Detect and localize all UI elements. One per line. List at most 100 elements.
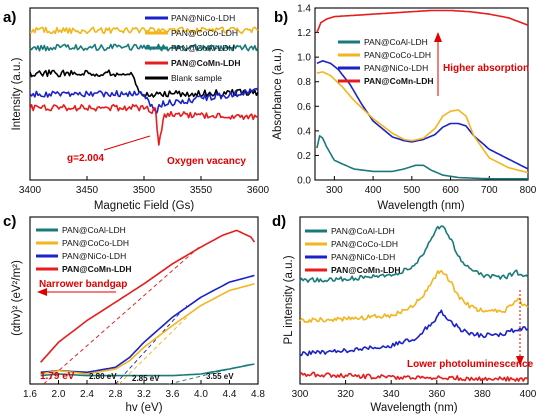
panel-c-xtick-label-8: 4.8 (251, 389, 265, 400)
legend-c-comn: PAN@CoMn-LDH (62, 264, 132, 274)
panel-d-series-nico-line (299, 309, 529, 357)
lower-pl-arrowhead (516, 356, 524, 366)
panel-a-xtick-label-0: 3400 (19, 185, 42, 196)
legend-c-coal: PAN@CoAl-LDH (62, 225, 126, 235)
panel-d-xtick-label-4: 380 (474, 389, 491, 400)
panel-b-xtick-label-5: 800 (520, 185, 537, 196)
panel-d-ylabel: PL intensity (a.u.) (283, 255, 295, 344)
panel-d-xtick-label-0: 300 (292, 389, 309, 400)
panel-c-series-comn-line (40, 229, 256, 363)
panel-d-series-group (299, 225, 529, 382)
panel-b-ytick-label-4: 0.8 (297, 77, 311, 88)
panel-c-tangent-1 (115, 305, 188, 385)
panel-d-xtick-label-5: 400 (520, 389, 537, 400)
panel-c-ylabel: (αhv)² (eV²/m²) (11, 260, 23, 336)
panel-b-xtick-label-3: 600 (442, 185, 459, 196)
panel-d-label: d) (272, 213, 286, 230)
panel-c-label: c) (3, 213, 16, 230)
panel-a-xtick-label-2: 3500 (133, 185, 156, 196)
panel-a-series-comn-line (29, 103, 259, 146)
legend-b-coco: PAN@CoCo-LDH (364, 50, 431, 60)
panel-b-ytick-label-2: 0.4 (297, 126, 311, 137)
panel-b-xlabel: Wavelength (nm) (377, 200, 464, 212)
panel-a-xtick-label-4: 3600 (247, 185, 270, 196)
legend-a-comn: PAN@CoMn-LDH (171, 58, 241, 68)
legend-a-coal: PAN@CoAl-LDH (171, 43, 235, 53)
legend-c-coco: PAN@CoCo-LDH (62, 238, 129, 248)
panel-b-xtick-label-2: 500 (403, 185, 420, 196)
panel-a-legend: PAN@NiCo-LDH PAN@CoCo-LDH PAN@CoAl-LDH P… (145, 13, 241, 83)
panel-b-label: b) (274, 9, 288, 26)
bandgap-coal-label: 3.55 eV (206, 372, 234, 381)
narrower-bandgap-annotation: Narrower bandgap (39, 279, 127, 290)
panel-d: d) 300 320 340 360 380 400 Wavelength (nm) PL… (272, 213, 537, 414)
panel-d-frame (299, 216, 529, 385)
panel-a-xtick-label-3: 3550 (190, 185, 213, 196)
panel-d-series-coco-line (299, 269, 529, 324)
panel-c-xtick-label-5: 3.6 (166, 389, 180, 400)
legend-a-nico: PAN@NiCo-LDH (171, 13, 235, 23)
panel-a: a) 3400 3450 3500 3550 3600 Magnetic Field (… (3, 7, 270, 212)
panel-b-series-comn-line (316, 9, 529, 33)
legend-d-coal: PAN@CoAl-LDH (331, 226, 395, 236)
panel-a-series-nico-line (29, 87, 259, 114)
legend-d-comn: PAN@CoMn-LDH (331, 265, 401, 275)
legend-a-coco: PAN@CoCo-LDH (171, 28, 238, 38)
panel-d-series-coal-line (299, 225, 529, 283)
panel-b-xtick-label-1: 400 (365, 185, 382, 196)
panel-b-series-coco-line (316, 71, 529, 174)
panel-b-series-group (316, 9, 529, 180)
g-factor-arrow (103, 135, 151, 151)
panel-a-series-group (29, 26, 259, 146)
higher-absorption-arrowhead (434, 32, 442, 42)
panel-c-series-coco-line (40, 283, 255, 375)
panel-b-ytick-label-3: 0.6 (297, 102, 311, 113)
panel-c-xtick-label-7: 4.4 (223, 389, 237, 400)
higher-absorption-annotation: Higher absorption (443, 63, 529, 74)
panel-c-tangent-2 (118, 316, 188, 385)
panel-a-series-coco-line (29, 26, 259, 35)
panel-c-xtick-label-0: 1.6 (23, 389, 37, 400)
panel-d-xtick-label-1: 320 (337, 389, 354, 400)
panel-a-label: a) (3, 9, 16, 26)
panel-c-xtick-label-2: 2.4 (80, 389, 94, 400)
panel-b-xtick-label-4: 700 (481, 185, 498, 196)
panel-c-xtick-label-3: 2.8 (109, 389, 123, 400)
panel-b-ytick-label-7: 1.4 (297, 4, 311, 15)
panel-b-frame (314, 7, 529, 181)
panel-c-xtick-label-4: 3.2 (137, 389, 151, 400)
panel-b-ytick-label-6: 1.2 (297, 28, 311, 39)
legend-a-blank: Blank sample (171, 73, 222, 83)
panel-d-series-comn-line (299, 371, 529, 382)
panel-b-ytick-label-5: 1.0 (297, 53, 311, 64)
panel-b-series-coal-line (316, 135, 528, 180)
bandgap-nico-label: 2.80 eV (89, 372, 117, 381)
lower-pl-annotation: Lower photoluminescence (407, 359, 534, 370)
panel-c: c) 1.6 2.0 2.4 2.8 3.2 3.6 4.0 4.4 4.8 hv (eV) (… (3, 213, 265, 414)
panel-b-ytick-label-1: 0.2 (297, 151, 311, 162)
legend-c-nico: PAN@NiCo-LDH (62, 251, 126, 261)
panel-d-xlabel: Wavelength (nm) (370, 402, 457, 414)
panel-a-ylabel: Intensity (a.u.) (11, 57, 23, 130)
legend-b-nico: PAN@NiCo-LDH (364, 63, 428, 73)
panel-c-legend: PAN@CoAl-LDH PAN@CoCo-LDH PAN@NiCo-LDH P… (36, 225, 132, 274)
narrower-bandgap-arrowhead (37, 288, 47, 296)
legend-b-comn: PAN@CoMn-LDH (364, 76, 434, 86)
panel-b-legend: PAN@CoAl-LDH PAN@CoCo-LDH PAN@NiCo-LDH P… (338, 37, 434, 86)
panel-d-xtick-label-3: 360 (428, 389, 445, 400)
panel-a-xlabel: Magnetic Field (Gs) (94, 200, 195, 212)
panel-a-series-coal-line (29, 43, 259, 52)
panel-d-xtick-label-2: 340 (383, 389, 400, 400)
legend-d-nico: PAN@NiCo-LDH (331, 252, 395, 262)
g-factor-annotation: g=2.004 (67, 153, 104, 164)
panel-c-xtick-label-1: 2.0 (52, 389, 66, 400)
panel-b: b) 300 400 500 600 700 800 0.0 0.2 0.4 0.6 0.8 1.0 1… (272, 4, 537, 213)
legend-b-coal: PAN@CoAl-LDH (364, 37, 428, 47)
panel-c-series-group (40, 229, 256, 377)
panel-c-xlabel: hv (eV) (125, 402, 162, 414)
oxygen-vacancy-annotation: Oxygen vacancy (167, 156, 246, 167)
panel-b-ylabel: Absorbance (a.u.) (272, 48, 284, 140)
panel-a-xtick-label-1: 3450 (76, 185, 99, 196)
bandgap-coco-label: 2.85 eV (132, 374, 160, 383)
